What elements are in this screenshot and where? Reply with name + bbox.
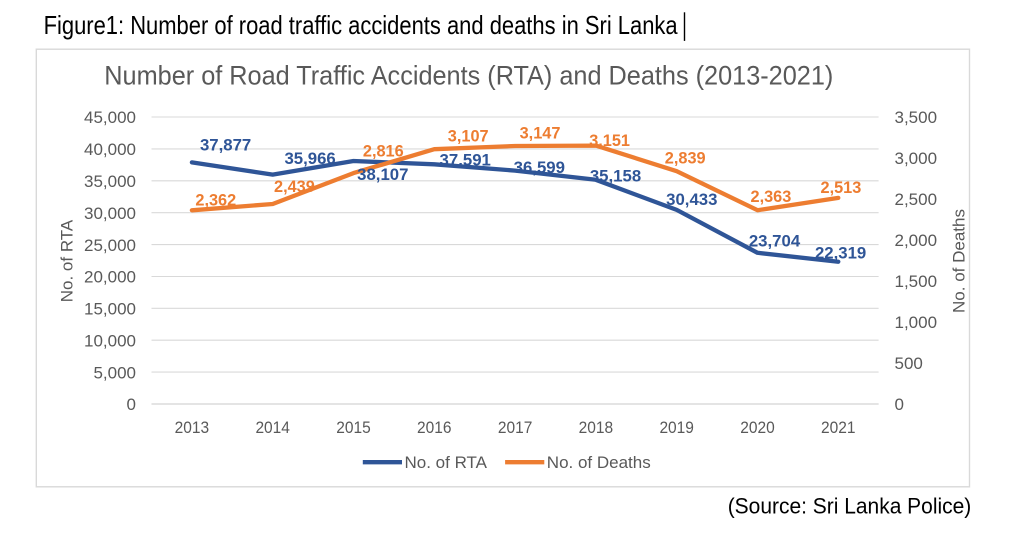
svg-text:3,151: 3,151 — [589, 131, 630, 150]
svg-text:23,704: 23,704 — [749, 232, 801, 251]
svg-text:2020: 2020 — [740, 418, 775, 437]
svg-text:38,107: 38,107 — [357, 165, 408, 184]
svg-text:36,599: 36,599 — [514, 158, 565, 177]
svg-text:No. of RTA: No. of RTA — [405, 453, 488, 472]
svg-text:2,000: 2,000 — [895, 231, 938, 250]
svg-text:2013: 2013 — [175, 418, 210, 437]
svg-text:2,816: 2,816 — [363, 142, 404, 161]
svg-text:3,000: 3,000 — [895, 149, 938, 168]
svg-text:2,839: 2,839 — [665, 149, 706, 168]
svg-text:40,000: 40,000 — [84, 140, 136, 159]
svg-text:No. of Deaths: No. of Deaths — [950, 209, 969, 313]
svg-text:35,000: 35,000 — [84, 172, 136, 191]
svg-text:10,000: 10,000 — [84, 331, 136, 350]
svg-text:2,362: 2,362 — [195, 190, 236, 209]
svg-text:2015: 2015 — [336, 418, 371, 437]
svg-text:0: 0 — [895, 395, 904, 414]
svg-text:No. of Deaths: No. of Deaths — [547, 453, 651, 472]
svg-text:37,591: 37,591 — [440, 150, 491, 169]
svg-text:2,513: 2,513 — [821, 178, 862, 197]
svg-text:15,000: 15,000 — [84, 300, 136, 319]
svg-text:2,439: 2,439 — [274, 177, 315, 196]
svg-text:(Source: Sri Lanka Police): (Source: Sri Lanka Police) — [728, 494, 972, 519]
svg-text:2,500: 2,500 — [895, 190, 938, 209]
svg-text:5,000: 5,000 — [93, 363, 136, 382]
svg-text:Number of Road Traffic Acciden: Number of Road Traffic Accidents (RTA) a… — [104, 60, 833, 90]
svg-text:2014: 2014 — [255, 418, 290, 437]
svg-text:No. of RTA: No. of RTA — [58, 219, 77, 302]
svg-text:2021: 2021 — [821, 418, 856, 437]
svg-text:30,433: 30,433 — [666, 190, 717, 209]
svg-text:3,500: 3,500 — [895, 108, 938, 127]
svg-text:22,319: 22,319 — [815, 243, 866, 262]
svg-text:2,363: 2,363 — [751, 187, 792, 206]
svg-text:2016: 2016 — [417, 418, 452, 437]
svg-text:2019: 2019 — [659, 418, 694, 437]
svg-text:35,966: 35,966 — [284, 149, 335, 168]
svg-text:3,107: 3,107 — [448, 127, 489, 146]
svg-text:37,877: 37,877 — [200, 136, 251, 155]
svg-text:Figure1: Number of road traffi: Figure1: Number of road traffic accident… — [44, 10, 678, 40]
svg-text:3,147: 3,147 — [520, 124, 561, 143]
svg-text:2018: 2018 — [579, 418, 614, 437]
svg-text:35,158: 35,158 — [590, 167, 641, 186]
svg-text:20,000: 20,000 — [84, 268, 136, 287]
svg-text:25,000: 25,000 — [84, 236, 136, 255]
svg-text:2017: 2017 — [498, 418, 533, 437]
svg-text:500: 500 — [895, 354, 923, 373]
svg-text:0: 0 — [127, 395, 136, 414]
svg-text:1,500: 1,500 — [895, 272, 938, 291]
svg-text:30,000: 30,000 — [84, 204, 136, 223]
svg-text:1,000: 1,000 — [895, 313, 938, 332]
svg-text:45,000: 45,000 — [84, 108, 136, 127]
